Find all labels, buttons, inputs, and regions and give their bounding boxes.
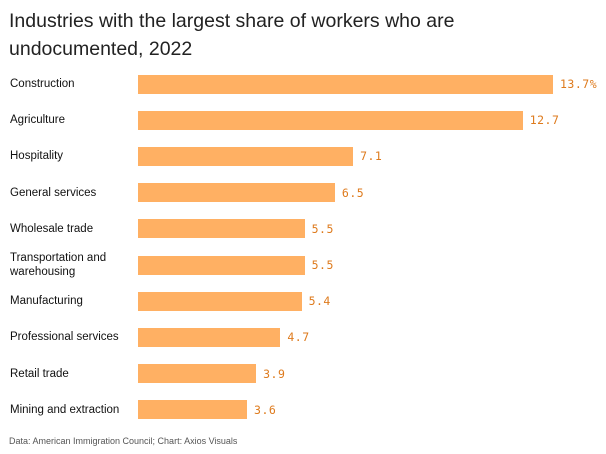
bar (138, 183, 335, 203)
chart-title: Industries with the largest share of wor… (9, 10, 455, 60)
value-label: 3.9 (263, 366, 286, 381)
category-label: Transportation and warehousing (10, 252, 107, 278)
bar (138, 255, 305, 275)
category-label: Agriculture (10, 114, 65, 127)
bar (138, 327, 281, 347)
bar (138, 400, 248, 420)
category-label: Manufacturing (10, 295, 83, 308)
category-label: Wholesale trade (10, 222, 94, 235)
category-label: General services (10, 186, 97, 199)
category-label: Construction (10, 78, 75, 90)
value-label: 5.5 (311, 221, 334, 236)
value-label: 5.4 (308, 294, 331, 309)
value-label: 4.7 (287, 330, 310, 345)
value-label: 13.7% (560, 77, 598, 91)
bar (138, 364, 257, 384)
category-label: Retail trade (10, 367, 69, 380)
bar (138, 74, 553, 94)
value-label: 7.1 (360, 149, 383, 164)
category-label: Hospitality (10, 150, 64, 163)
bar (138, 110, 523, 130)
category-label: Professional services (10, 331, 119, 344)
bar (138, 291, 302, 311)
category-label: Mining and extraction (10, 403, 120, 416)
value-label: 3.6 (254, 402, 277, 417)
source-note: Data: American Immigration Council; Char… (9, 436, 238, 446)
value-label: 6.5 (341, 185, 365, 200)
value-label: 12.7 (529, 113, 560, 128)
bar (138, 219, 305, 239)
bar (138, 146, 354, 166)
value-label: 5.5 (311, 258, 334, 272)
